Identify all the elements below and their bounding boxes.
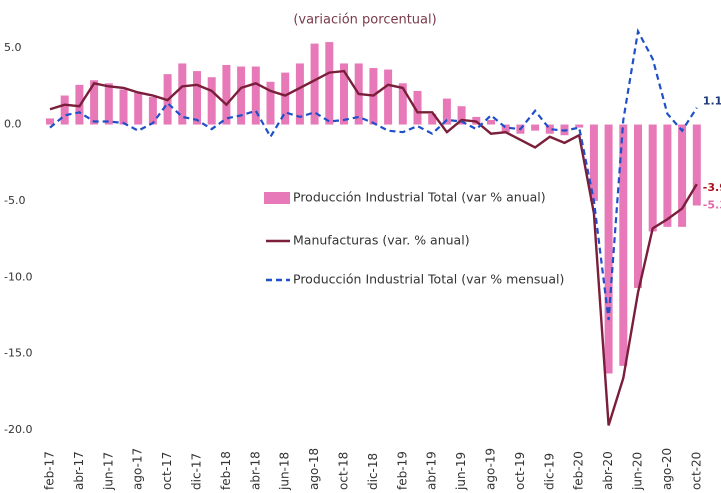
bar (619, 124, 628, 366)
bar (487, 119, 495, 125)
x-tick-label: ago-20 (660, 448, 674, 490)
line (49, 28, 698, 321)
y-tick-label: 5.0 (4, 41, 22, 54)
bar (90, 80, 99, 125)
x-tick-label: abr-18 (248, 451, 262, 490)
y-tick-label: -15.0 (4, 347, 32, 360)
bar (251, 66, 260, 125)
chart-title: (variación porcentual) (293, 13, 436, 28)
x-tick-label: oct-18 (337, 452, 351, 490)
legend-label: Producción Industrial Total (var % anual… (293, 190, 546, 205)
bar (648, 124, 657, 232)
bar (281, 72, 290, 125)
x-tick-label: abr-17 (72, 451, 86, 490)
x-tick-label: feb-18 (219, 451, 233, 490)
x-tick-label: jun-17 (101, 452, 115, 491)
x-tick-label: oct-20 (689, 452, 703, 490)
bar (442, 98, 451, 125)
x-tick-label: feb-20 (572, 451, 586, 490)
bar (325, 42, 334, 125)
bar (589, 124, 598, 201)
bar (148, 97, 157, 125)
y-tick-label: -10.0 (4, 270, 32, 283)
data-label: -5.3 (703, 198, 721, 211)
bar (457, 106, 466, 125)
bar (663, 124, 672, 227)
bar (178, 63, 187, 125)
legend-label: Manufacturas (var. % anual) (293, 233, 470, 248)
bar (104, 83, 113, 125)
y-tick-label: 0.0 (4, 118, 22, 131)
x-tick-label: oct-17 (160, 452, 174, 490)
bar (531, 124, 540, 131)
x-tick-label: ago-18 (307, 448, 321, 490)
bar (60, 95, 69, 125)
x-tick-label: ago-19 (484, 448, 498, 490)
x-tick-label: ago-17 (131, 448, 145, 490)
bar (545, 124, 554, 134)
bar (398, 83, 407, 125)
bar (46, 118, 54, 125)
bar (678, 124, 687, 227)
x-tick-label: dic-19 (542, 453, 556, 490)
x-tick-label: dic-17 (190, 453, 204, 490)
bar (692, 124, 701, 206)
x-tick-label: jun-18 (278, 452, 292, 491)
bar (310, 43, 319, 125)
bar (207, 77, 216, 125)
bar (501, 124, 510, 133)
bar (604, 124, 613, 374)
bar (119, 89, 128, 125)
x-tick-label: abr-20 (601, 451, 615, 490)
bar (193, 71, 201, 125)
x-tick-label: feb-19 (395, 451, 409, 490)
bar (575, 124, 584, 128)
bar (237, 66, 246, 125)
x-tick-label: jun-19 (454, 452, 468, 491)
bar (413, 90, 422, 125)
x-tick-label: jun-20 (631, 452, 645, 491)
bar (134, 92, 143, 125)
bar (634, 124, 642, 288)
data-label: 1.1 (703, 95, 721, 108)
bar (222, 64, 231, 125)
bar (428, 113, 437, 125)
y-tick-label: -20.0 (4, 423, 32, 436)
x-tick-label: oct-19 (513, 452, 527, 490)
bar (266, 81, 275, 125)
bar (295, 63, 304, 125)
data-label: -3.9 (703, 181, 721, 194)
legend-label: Producción Industrial Total (var % mensu… (293, 272, 564, 287)
line (49, 69, 698, 426)
x-tick-label: abr-19 (425, 451, 439, 490)
legend-swatch (264, 192, 290, 204)
x-tick-label: feb-17 (43, 451, 57, 490)
bar (340, 63, 348, 125)
x-tick-label: dic-18 (366, 453, 380, 490)
y-tick-label: -5.0 (4, 194, 25, 207)
bar (384, 69, 393, 125)
